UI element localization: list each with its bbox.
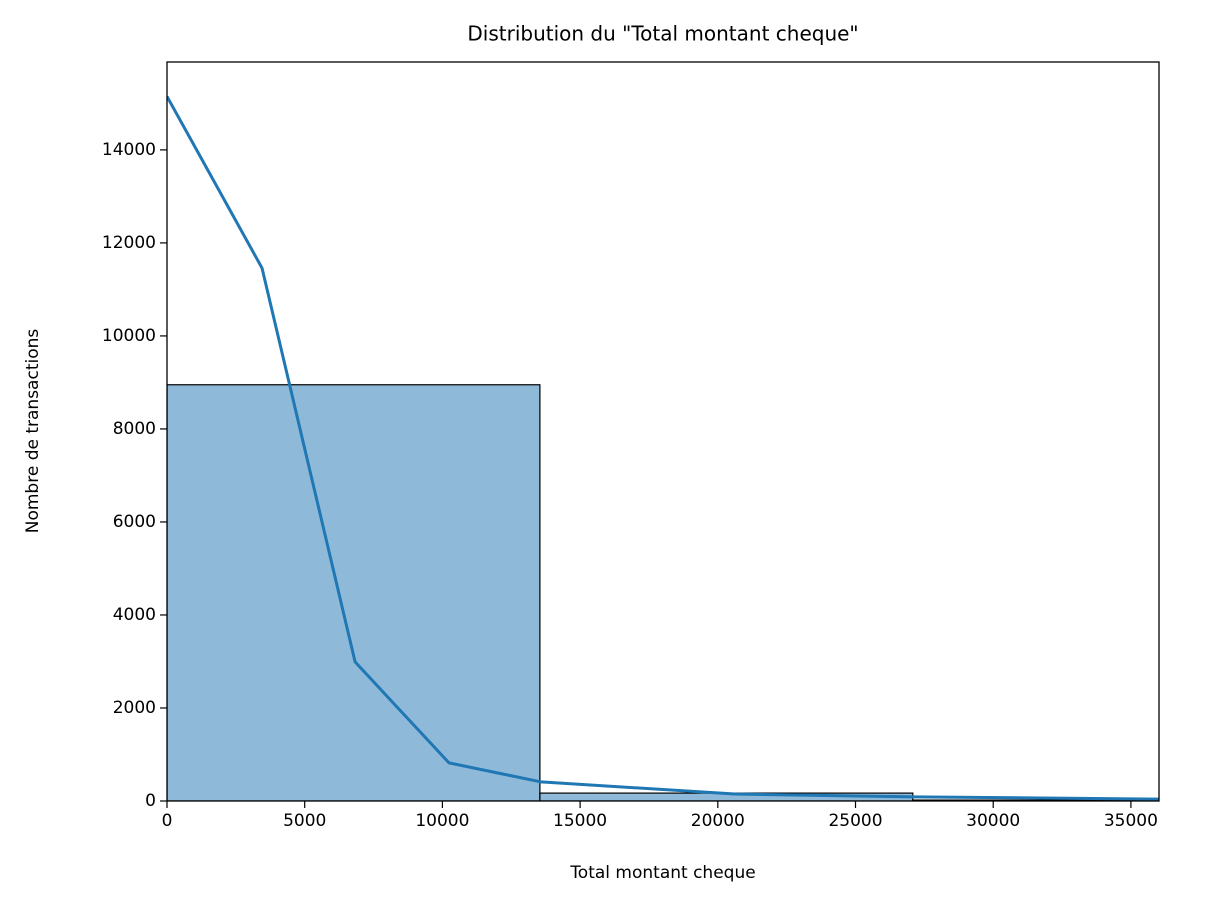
y-tick-label: 8000 <box>113 419 156 439</box>
y-tick-label: 14000 <box>102 140 156 160</box>
x-tick-label: 25000 <box>828 811 882 831</box>
y-tick-label: 10000 <box>102 326 156 346</box>
chart-title: Distribution du "Total montant cheque" <box>467 22 858 46</box>
y-tick-label: 12000 <box>102 233 156 253</box>
y-axis-label: Nombre de transactions <box>23 329 43 534</box>
x-tick-label: 35000 <box>1104 811 1158 831</box>
x-tick-label: 0 <box>162 811 173 831</box>
x-axis-label: Total montant cheque <box>569 863 755 883</box>
y-tick-label: 4000 <box>113 605 156 625</box>
x-tick-label: 20000 <box>691 811 745 831</box>
axes-frame <box>166 61 1160 802</box>
plot-area <box>167 95 1159 801</box>
x-tick-label: 30000 <box>966 811 1020 831</box>
y-tick-label: 0 <box>145 791 156 811</box>
y-tick-label: 2000 <box>113 698 156 718</box>
y-tick-label: 6000 <box>113 512 156 532</box>
histogram-bar <box>167 384 541 801</box>
kde-line <box>167 95 1159 801</box>
x-tick-label: 5000 <box>283 811 326 831</box>
x-tick-label: 15000 <box>553 811 607 831</box>
x-tick-label: 10000 <box>415 811 469 831</box>
